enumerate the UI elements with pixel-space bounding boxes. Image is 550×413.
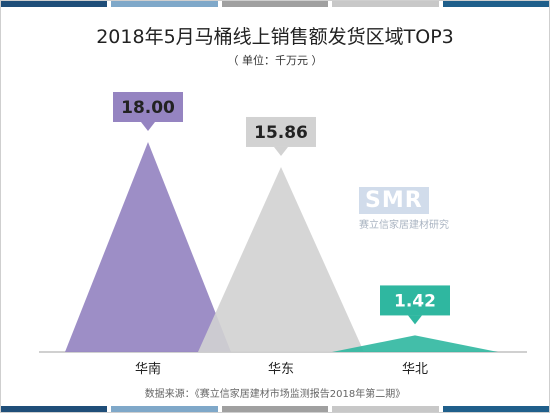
top-bar-seg-3 — [221, 1, 329, 7]
data-label-华东: 15.86 — [246, 116, 316, 156]
data-label-text: 18.00 — [121, 98, 175, 118]
bottom-bar-seg-5 — [442, 406, 550, 412]
data-label-text: 1.42 — [394, 291, 436, 311]
bottom-bar-seg-1 — [1, 406, 108, 412]
category-label: 华北 — [402, 362, 428, 377]
top-bar-seg-4 — [332, 1, 439, 7]
top-bar-seg-1 — [1, 1, 108, 7]
data-label-华南: 18.00 — [113, 92, 183, 131]
bar-华南 — [65, 142, 231, 352]
watermark-text: 赛立信家居建材研究 — [359, 220, 449, 231]
bottom-bar-seg-2 — [111, 406, 218, 412]
top-bar-seg-5 — [442, 1, 550, 7]
bar-华东 — [198, 166, 364, 352]
bottom-bar-seg-3 — [221, 406, 329, 412]
top-bar-seg-2 — [111, 1, 218, 7]
category-label: 华南 — [135, 361, 161, 377]
bottom-color-bar — [1, 406, 550, 412]
unit-label: （ 单位：千万元 ） — [227, 54, 323, 67]
bar-华北 — [332, 335, 498, 352]
data-label-华北: 1.42 — [380, 285, 450, 325]
watermark-logo: SMR — [359, 187, 429, 214]
watermark: SMR 赛立信家居建材研究 — [359, 187, 474, 231]
data-source: 数据来源：《赛立信家居建材市场监测报告2018年第二期》 — [144, 389, 406, 400]
top-color-bar — [1, 1, 550, 7]
category-label: 华东 — [268, 362, 294, 377]
data-label-text: 15.86 — [254, 123, 308, 143]
chart-title: 2018年5月马桶线上销售额发货区域TOP3 — [96, 26, 454, 48]
bottom-bar-seg-4 — [332, 406, 439, 412]
